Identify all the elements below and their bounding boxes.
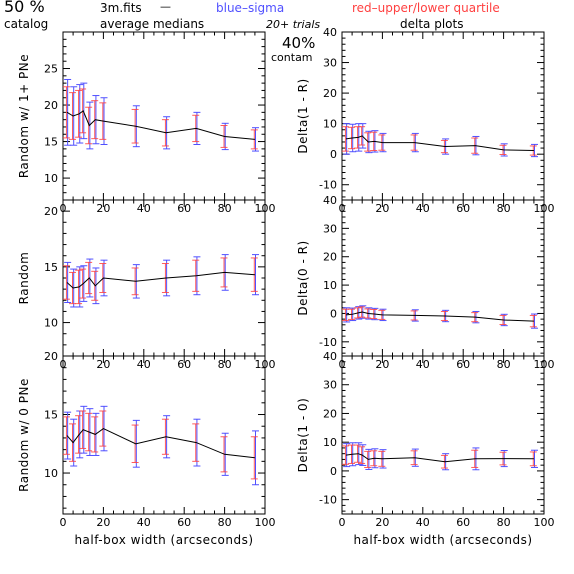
x-tick-label: 20 — [375, 202, 389, 215]
y-tick-label: 20 — [44, 350, 58, 363]
y-tick-label: 0 — [330, 148, 337, 161]
y-tick-label: 10 — [323, 436, 337, 449]
x-tick-label: 40 — [416, 516, 430, 529]
x-tick-label: 20 — [96, 202, 110, 215]
contam-label: contam — [271, 51, 313, 64]
delta-plots-label: delta plots — [400, 17, 463, 31]
x-tick-label: 60 — [177, 202, 191, 215]
blue-sigma-label: blue–sigma — [216, 1, 284, 15]
x-tick-label: 40 — [416, 358, 430, 371]
median-line — [345, 135, 534, 151]
y-tick-label: 25 — [44, 63, 58, 76]
y-tick-label: 0 — [330, 307, 337, 320]
y-axis-title: Delta(1 - R) — [296, 78, 310, 153]
dash-label: — — [160, 0, 171, 13]
y-axis-title: Random — [17, 252, 31, 305]
y-tick-label: 10 — [323, 118, 337, 131]
average-medians-label: average medians — [100, 17, 204, 31]
percent-left-label: 50 % — [4, 0, 45, 16]
y-tick-label: 10 — [44, 467, 58, 480]
plot-frame — [341, 355, 545, 515]
x-tick-label: 80 — [218, 202, 232, 215]
y-axis-title: Random w/ 1+ PNe — [17, 54, 31, 178]
y-tick-label: 40 — [323, 26, 337, 39]
y-tick-label: 15 — [44, 409, 58, 422]
y-tick-label: -10 — [319, 336, 337, 349]
x-tick-label: 0 — [339, 516, 346, 529]
x-axis-title: half-box width (arcseconds) — [74, 533, 253, 547]
y-axis-title: Delta(0 - R) — [296, 240, 310, 315]
y-tick-label: 20 — [44, 205, 58, 218]
trials-label: 20+ trials — [266, 18, 320, 31]
x-tick-label: 100 — [255, 516, 276, 529]
median-line — [66, 271, 255, 289]
panel-p5: 0 20 40 60 80 100 10 15 20 Random w/ 0 PNe half-bo… — [17, 350, 276, 547]
y-tick-label: -10 — [319, 494, 337, 507]
plot-frame — [341, 199, 545, 357]
x-tick-label: 80 — [218, 516, 232, 529]
x-tick-label: 60 — [456, 516, 470, 529]
red-quartile-label: red–upper/lower quartile — [352, 1, 500, 15]
y-tick-label: 20 — [323, 251, 337, 264]
y-tick-label: 30 — [323, 379, 337, 392]
x-tick-label: 20 — [96, 516, 110, 529]
y-tick-label: 20 — [323, 87, 337, 100]
x-tick-label: 60 — [456, 202, 470, 215]
median-line — [345, 453, 534, 463]
percent-center-label: 40% — [282, 34, 315, 52]
x-tick-label: 40 — [137, 516, 151, 529]
median-line — [66, 110, 255, 140]
y-tick-label: 40 — [323, 350, 337, 363]
median-line — [345, 311, 534, 322]
x-tick-label: 0 — [60, 516, 67, 529]
y-tick-label: 40 — [323, 194, 337, 207]
y-tick-label: -10 — [319, 179, 337, 192]
y-tick-label: 10 — [44, 172, 58, 185]
x-tick-label: 40 — [416, 202, 430, 215]
median-line — [66, 428, 255, 459]
y-axis-title: Random w/ 0 PNe — [17, 378, 31, 492]
catalog-label: catalog — [4, 17, 48, 31]
x-tick-label: 80 — [218, 358, 232, 371]
x-tick-label: 80 — [497, 358, 511, 371]
x-tick-label: 40 — [137, 358, 151, 371]
y-axis-title: Delta(1 - 0) — [296, 398, 310, 473]
plot-frame — [62, 31, 266, 201]
x-tick-label: 20 — [375, 358, 389, 371]
x-tick-label: 20 — [96, 358, 110, 371]
y-tick-label: 20 — [323, 407, 337, 420]
y-tick-label: 0 — [330, 465, 337, 478]
x-tick-label: 40 — [137, 202, 151, 215]
y-tick-label: 15 — [44, 136, 58, 149]
file-label: 3m.fits — [100, 1, 142, 15]
plot-frame — [341, 31, 545, 201]
x-tick-label: 80 — [497, 202, 511, 215]
x-tick-label: 60 — [456, 358, 470, 371]
plot-frame — [62, 355, 266, 515]
y-tick-label: 10 — [323, 279, 337, 292]
x-tick-label: 60 — [177, 358, 191, 371]
y-tick-label: 30 — [323, 222, 337, 235]
x-tick-label: 60 — [177, 516, 191, 529]
y-tick-label: 10 — [44, 317, 58, 330]
y-tick-label: 20 — [44, 99, 58, 112]
x-tick-label: 80 — [497, 516, 511, 529]
x-axis-title: half-box width (arcseconds) — [353, 533, 532, 547]
y-tick-label: 15 — [44, 261, 58, 274]
x-tick-label: 20 — [375, 516, 389, 529]
x-tick-label: 100 — [534, 516, 555, 529]
y-tick-label: 30 — [323, 57, 337, 70]
